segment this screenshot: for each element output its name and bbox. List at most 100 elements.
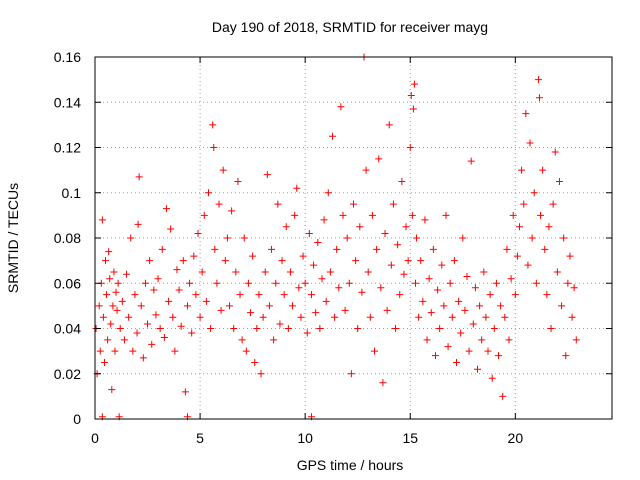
data-point bbox=[103, 291, 111, 299]
data-point bbox=[406, 144, 414, 151]
data-point bbox=[238, 336, 246, 344]
data-point bbox=[394, 241, 402, 249]
data-point bbox=[436, 325, 444, 332]
data-point bbox=[499, 392, 507, 400]
data-point bbox=[387, 261, 395, 269]
data-point bbox=[265, 302, 273, 310]
data-point bbox=[541, 245, 549, 253]
data-point bbox=[469, 320, 477, 328]
data-point bbox=[320, 216, 328, 224]
data-point bbox=[511, 291, 519, 299]
data-point bbox=[280, 291, 288, 299]
data-point bbox=[381, 229, 389, 237]
data-point bbox=[146, 257, 154, 265]
data-point bbox=[305, 229, 313, 237]
data-point bbox=[507, 275, 515, 283]
data-point bbox=[307, 291, 315, 299]
data-point bbox=[440, 302, 448, 310]
data-point bbox=[566, 252, 574, 260]
data-point bbox=[434, 286, 442, 294]
data-point bbox=[217, 306, 225, 314]
data-point bbox=[492, 279, 500, 287]
data-point bbox=[116, 325, 124, 332]
data-point bbox=[190, 252, 198, 260]
data-point bbox=[551, 148, 559, 156]
data-point bbox=[318, 275, 326, 283]
data-point bbox=[427, 309, 435, 317]
data-point bbox=[431, 352, 439, 360]
data-point bbox=[537, 211, 545, 219]
data-point bbox=[210, 144, 218, 151]
data-point bbox=[497, 302, 505, 310]
data-point bbox=[278, 257, 286, 265]
data-point bbox=[127, 234, 135, 242]
data-point bbox=[425, 275, 433, 283]
data-point bbox=[362, 166, 370, 174]
data-point bbox=[177, 322, 185, 330]
y-tick-label: 0.1 bbox=[62, 185, 82, 201]
data-point bbox=[215, 200, 223, 208]
data-point bbox=[553, 268, 561, 276]
data-point bbox=[286, 268, 294, 276]
data-point bbox=[455, 297, 463, 305]
y-tick-label: 0.16 bbox=[54, 49, 81, 65]
data-point bbox=[400, 270, 408, 278]
data-point bbox=[303, 329, 311, 337]
data-point bbox=[478, 336, 486, 344]
data-point bbox=[270, 336, 278, 344]
data-point bbox=[272, 279, 280, 287]
data-point bbox=[156, 325, 164, 332]
data-point bbox=[448, 313, 456, 321]
data-point bbox=[112, 288, 120, 296]
data-point bbox=[113, 306, 121, 314]
data-point bbox=[202, 297, 210, 305]
data-point bbox=[314, 239, 322, 247]
data-point bbox=[291, 211, 299, 219]
data-point bbox=[328, 132, 336, 140]
data-point bbox=[114, 279, 122, 287]
data-point bbox=[354, 325, 362, 332]
data-point bbox=[118, 297, 126, 305]
data-point bbox=[261, 268, 269, 276]
data-point bbox=[240, 234, 248, 242]
data-point bbox=[505, 336, 513, 344]
data-point bbox=[324, 189, 332, 197]
y-tick-label: 0.04 bbox=[54, 321, 81, 337]
data-point bbox=[379, 379, 387, 387]
data-point bbox=[547, 325, 555, 332]
data-point bbox=[534, 76, 542, 84]
data-point bbox=[95, 302, 103, 310]
data-point bbox=[289, 302, 297, 310]
data-point bbox=[463, 272, 471, 280]
data-point bbox=[518, 166, 526, 174]
data-point bbox=[524, 261, 532, 269]
data-point bbox=[490, 325, 498, 332]
data-point bbox=[276, 320, 284, 328]
data-point bbox=[188, 329, 196, 337]
x-tick-label: 15 bbox=[402, 430, 418, 446]
data-point bbox=[375, 155, 383, 163]
data-point bbox=[409, 105, 417, 113]
data-point bbox=[316, 325, 324, 332]
data-point bbox=[186, 279, 194, 287]
data-point bbox=[207, 325, 215, 332]
data-point bbox=[204, 189, 212, 197]
chart-title: Day 190 of 2018, SRMTID for receiver may… bbox=[212, 19, 488, 35]
data-point bbox=[247, 309, 255, 317]
x-tick-label: 20 bbox=[508, 430, 524, 446]
data-point bbox=[99, 313, 107, 321]
data-point bbox=[423, 336, 431, 344]
data-point bbox=[223, 234, 231, 242]
data-point bbox=[337, 103, 345, 111]
data-point bbox=[158, 245, 166, 253]
data-point bbox=[196, 313, 204, 321]
data-point bbox=[263, 171, 271, 179]
data-point bbox=[236, 291, 244, 299]
data-point bbox=[444, 343, 452, 351]
data-point bbox=[120, 336, 128, 344]
data-point bbox=[408, 211, 416, 219]
data-point bbox=[415, 313, 423, 321]
data-point bbox=[419, 297, 427, 305]
data-point bbox=[522, 110, 530, 118]
y-tick-label: 0.08 bbox=[54, 230, 81, 246]
